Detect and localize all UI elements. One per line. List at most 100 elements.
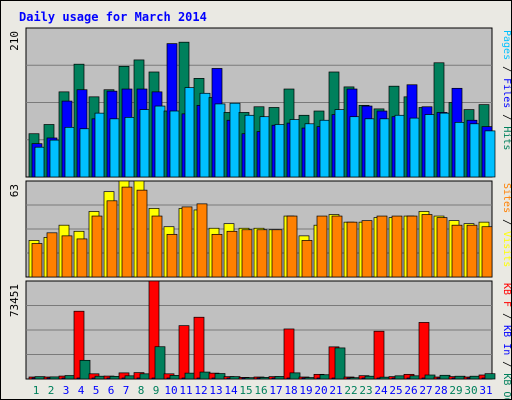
legend-entry: / <box>501 108 511 126</box>
bar-kb-out-day-8 <box>139 373 151 380</box>
bar-sites-day-19 <box>301 240 313 278</box>
legend-entry: Visits <box>501 231 511 267</box>
bar-sites-day-10 <box>166 233 178 278</box>
bar-sites-day-23 <box>361 220 373 278</box>
x-tick-label: 12 <box>194 384 207 397</box>
bar-kb-out-day-20 <box>319 374 331 380</box>
bar-pages-day-20 <box>319 119 331 178</box>
bar-pages-day-4 <box>79 128 91 178</box>
bar-sites-day-22 <box>346 221 358 278</box>
bar-kb-f-day-11 <box>178 325 190 380</box>
bar-sites-day-11 <box>181 206 193 278</box>
bar-sites-day-2 <box>46 232 58 278</box>
x-tick-label: 1 <box>33 384 40 397</box>
bar-kb-out-day-19 <box>304 377 316 380</box>
x-tick-label: 6 <box>108 384 115 397</box>
legend-entry: Sites <box>501 183 511 213</box>
bar-kb-out-day-9 <box>154 346 166 380</box>
bar-pages-day-24 <box>379 118 391 178</box>
bar-pages-day-22 <box>349 116 361 178</box>
bar-sites-day-5 <box>91 215 103 278</box>
bar-pages-day-11 <box>184 87 196 178</box>
bar-kb-f-day-27 <box>418 322 430 380</box>
bar-sites-day-15 <box>241 229 253 278</box>
bar-kb-out-day-31 <box>484 373 496 380</box>
bar-kb-out-day-10 <box>169 375 181 380</box>
bar-pages-day-18 <box>289 119 301 178</box>
bar-kb-out-day-6 <box>109 375 121 380</box>
legend-entry: KB F <box>501 283 511 307</box>
bar-kb-out-day-3 <box>64 375 76 380</box>
bar-kb-out-day-4 <box>79 359 91 380</box>
x-tick-label: 10 <box>164 384 177 397</box>
x-tick-label: 2 <box>48 384 55 397</box>
x-tick-label: 19 <box>299 384 312 397</box>
bar-kb-out-day-7 <box>124 375 136 380</box>
x-tick-label: 29 <box>449 384 462 397</box>
bar-kb-out-day-2 <box>49 376 61 380</box>
bar-pages-day-15 <box>244 114 256 178</box>
panel-hits_files_pages-legend: Pages / Files / Hits <box>501 30 511 150</box>
bar-sites-day-4 <box>76 238 88 278</box>
bar-pages-day-19 <box>304 123 316 178</box>
bar-pages-day-2 <box>49 139 61 178</box>
x-tick-label: 4 <box>78 384 85 397</box>
legend-entry: Hits <box>501 126 511 150</box>
bar-pages-day-5 <box>94 112 106 178</box>
bar-kb-out-day-13 <box>214 373 226 380</box>
bar-pages-day-1 <box>34 146 46 178</box>
bar-pages-day-14 <box>229 102 241 178</box>
bar-pages-day-25 <box>394 114 406 178</box>
bar-sites-day-13 <box>211 233 223 278</box>
x-tick-label: 20 <box>314 384 327 397</box>
bar-kb-out-day-5 <box>94 375 106 380</box>
bar-pages-day-10 <box>169 110 181 178</box>
x-tick-label: 16 <box>254 384 267 397</box>
bar-pages-day-27 <box>424 114 436 178</box>
bar-kb-out-day-25 <box>394 375 406 380</box>
x-tick-label: 9 <box>153 384 160 397</box>
x-tick-label: 14 <box>224 384 238 397</box>
bar-sites-day-24 <box>376 215 388 278</box>
bar-kb-out-day-18 <box>289 372 301 380</box>
bar-sites-day-6 <box>106 200 118 278</box>
bar-kb-out-day-1 <box>34 376 46 380</box>
x-tick-label: 8 <box>138 384 145 397</box>
bar-sites-day-17 <box>271 229 283 278</box>
bar-kb-out-day-22 <box>349 377 361 380</box>
bar-pages-day-23 <box>364 118 376 178</box>
bar-pages-day-8 <box>139 109 151 178</box>
bar-kb-f-day-24 <box>373 330 385 380</box>
bar-pages-day-17 <box>274 124 286 178</box>
panel-kbf_kbin_kbout-legend: KB F / KB In / KB Out <box>501 283 511 399</box>
bar-sites-day-26 <box>406 215 418 278</box>
bar-kb-out-day-30 <box>469 375 481 380</box>
bar-kb-out-day-17 <box>274 376 286 380</box>
legend-entry: / <box>501 213 511 231</box>
bar-sites-day-8 <box>136 189 148 278</box>
bar-sites-day-29 <box>451 224 463 278</box>
bar-sites-day-14 <box>226 230 238 278</box>
bar-sites-day-25 <box>391 215 403 278</box>
x-tick-label: 3 <box>63 384 70 397</box>
bar-sites-day-16 <box>256 229 268 278</box>
bar-pages-day-28 <box>439 112 451 178</box>
bar-kb-out-day-12 <box>199 371 211 380</box>
x-tick-label: 7 <box>123 384 130 397</box>
bar-kb-out-day-21 <box>334 347 346 380</box>
x-tick-label: 25 <box>389 384 402 397</box>
legend-entry: / <box>501 307 511 325</box>
x-tick-label: 23 <box>359 384 372 397</box>
x-tick-label: 27 <box>419 384 432 397</box>
x-tick-label: 22 <box>344 384 357 397</box>
panel-visits_sites-max-label: 63 <box>8 184 21 197</box>
bar-pages-day-29 <box>454 122 466 178</box>
bar-pages-day-13 <box>214 103 226 178</box>
bar-pages-day-31 <box>484 130 496 178</box>
bar-kb-f-day-18 <box>283 328 295 380</box>
bar-pages-day-7 <box>124 117 136 178</box>
bar-kb-out-day-27 <box>424 374 436 380</box>
bar-pages-day-12 <box>199 92 211 178</box>
bar-pages-day-3 <box>64 126 76 178</box>
